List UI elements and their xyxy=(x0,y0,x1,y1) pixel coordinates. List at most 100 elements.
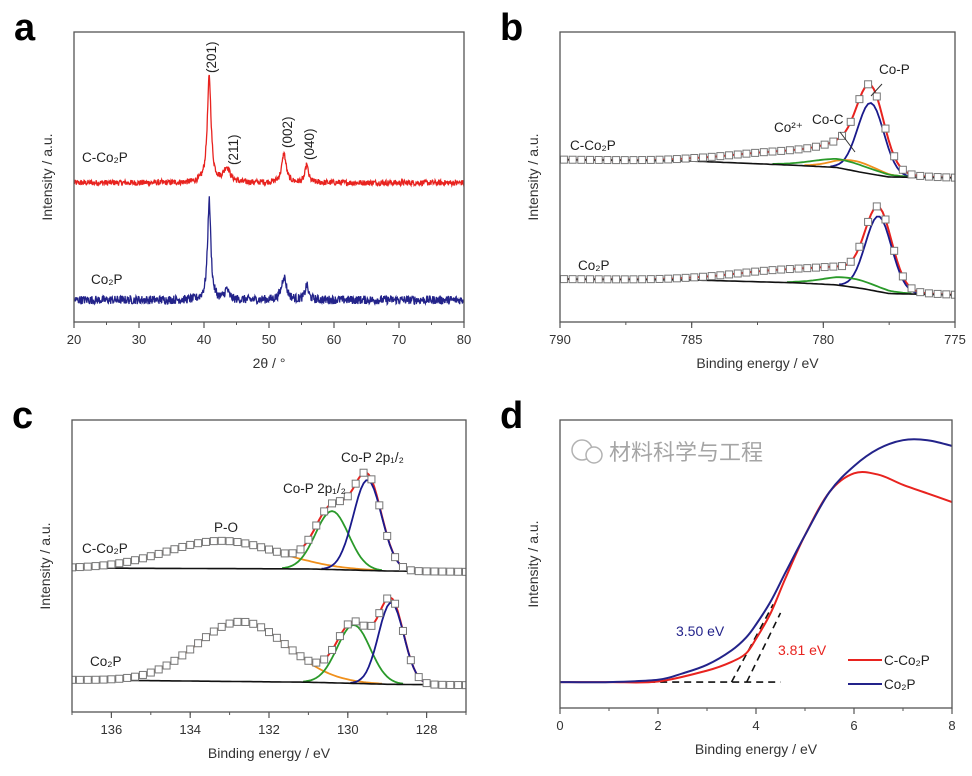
data-point xyxy=(577,155,586,164)
data-point xyxy=(846,257,855,266)
x-axis-label: 2θ / ° xyxy=(253,355,286,371)
data-point xyxy=(83,562,92,571)
data-point xyxy=(785,265,794,274)
data-point xyxy=(398,563,407,572)
data-point xyxy=(768,266,777,275)
data-point xyxy=(99,561,108,570)
data-point xyxy=(898,272,907,281)
data-point xyxy=(777,265,786,274)
data-point xyxy=(288,646,297,655)
fit-envelope-line xyxy=(72,596,466,687)
data-point xyxy=(296,652,305,661)
data-point xyxy=(391,553,400,562)
panel-b: b C-Co₂P Co₂P Co²⁺ Co-C Co-P 790 785 780 775 Bindi… xyxy=(500,7,966,371)
data-point xyxy=(162,661,171,670)
data-point xyxy=(655,274,664,283)
x-tick-label: 134 xyxy=(179,722,201,737)
data-point xyxy=(201,537,210,546)
y-axis-label: Intensity / a.u. xyxy=(525,133,541,220)
data-point xyxy=(733,150,742,159)
data-point xyxy=(359,468,368,477)
component-co-p-2p1-2 xyxy=(281,510,383,572)
data-point xyxy=(638,275,647,284)
series-label: C-Co₂P xyxy=(570,138,616,153)
data-point xyxy=(664,274,673,283)
data-point xyxy=(359,621,368,630)
data-point xyxy=(272,547,281,556)
data-point xyxy=(406,566,415,575)
peak-label: (002) xyxy=(280,116,295,148)
x-tick-label: 70 xyxy=(392,332,406,347)
data-point xyxy=(612,275,621,284)
data-point xyxy=(178,542,187,551)
data-point xyxy=(123,557,132,566)
data-point xyxy=(414,567,423,576)
data-point xyxy=(249,619,258,628)
data-point xyxy=(725,151,734,160)
arrow-co-c xyxy=(839,131,856,153)
data-point xyxy=(586,155,595,164)
series-line xyxy=(74,74,464,188)
annotation-p-o: P-O xyxy=(214,520,238,535)
data-point xyxy=(241,617,250,626)
x-tick-label: 2 xyxy=(654,718,661,733)
data-point xyxy=(296,545,305,554)
data-point xyxy=(107,560,116,569)
data-point xyxy=(594,275,603,284)
data-point xyxy=(881,215,890,224)
data-point xyxy=(846,117,855,126)
y-axis-label: Intensity / a.u. xyxy=(525,520,541,607)
data-point xyxy=(612,156,621,165)
data-point xyxy=(672,274,681,283)
data-point xyxy=(178,651,187,660)
data-point xyxy=(75,563,84,572)
data-point xyxy=(751,267,760,276)
plot-area xyxy=(560,80,955,299)
data-point xyxy=(942,173,951,182)
data-point xyxy=(811,142,820,151)
data-point xyxy=(462,567,466,576)
data-point xyxy=(924,289,933,298)
data-point xyxy=(99,675,108,684)
x-tick-label: 8 xyxy=(948,718,955,733)
data-point xyxy=(209,537,218,546)
watermark: 材料科学与工程 xyxy=(571,439,763,465)
panel-letter: b xyxy=(500,7,523,49)
peak-label: (201) xyxy=(204,41,219,73)
data-point xyxy=(855,242,864,251)
data-point xyxy=(690,153,699,162)
data-point xyxy=(186,540,195,549)
data-point xyxy=(217,536,226,545)
panel-letter: d xyxy=(500,395,523,437)
data-point xyxy=(794,264,803,273)
data-point xyxy=(194,639,203,648)
data-point xyxy=(343,492,352,501)
data-point xyxy=(391,599,400,608)
data-point xyxy=(438,680,447,689)
x-tick-label: 790 xyxy=(549,332,571,347)
data-point xyxy=(560,155,568,164)
x-tick-label: 0 xyxy=(556,718,563,733)
data-point xyxy=(454,681,463,690)
data-point xyxy=(942,290,951,299)
data-point xyxy=(733,269,742,278)
x-tick-label: 80 xyxy=(457,332,471,347)
data-point xyxy=(241,539,250,548)
data-point xyxy=(751,148,760,157)
data-point xyxy=(123,673,132,682)
data-point xyxy=(690,273,699,282)
data-point xyxy=(777,146,786,155)
data-point xyxy=(707,272,716,281)
y-axis-label: Intensity / a.u. xyxy=(37,522,53,609)
data-point xyxy=(91,675,100,684)
series-label: Co₂P xyxy=(578,258,610,273)
panel-d: d 3.50 eV 3.81 eV C-Co₂P Co₂P 0 2 4 6 8 Binding en… xyxy=(500,395,956,757)
watermark-text: 材料科学与工程 xyxy=(609,440,763,465)
x-axis-label: Binding energy / eV xyxy=(695,741,818,757)
data-point xyxy=(629,275,638,284)
data-point xyxy=(577,275,586,284)
data-point xyxy=(320,507,329,516)
data-point xyxy=(855,95,864,104)
data-point xyxy=(414,673,423,682)
tangent-line xyxy=(730,603,774,683)
